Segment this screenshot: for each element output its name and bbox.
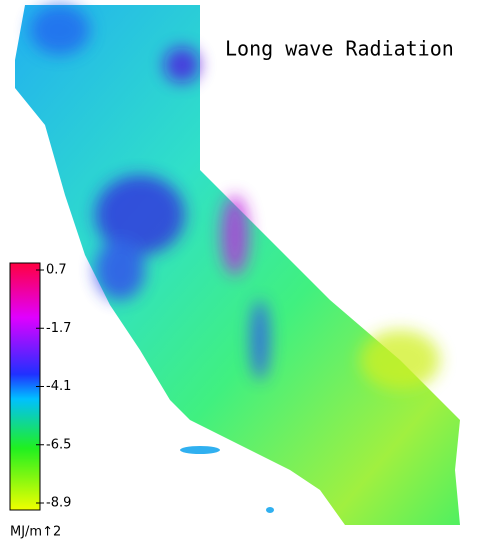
california-map bbox=[15, 5, 460, 525]
colorbar-tick-label: -4.1 bbox=[46, 379, 71, 394]
colorbar-tick-label: 0.7 bbox=[46, 263, 67, 278]
colorbar-tick-label: -1.7 bbox=[46, 321, 71, 336]
map-title: Long wave Radiation bbox=[225, 37, 454, 61]
colorbar-unit: MJ/m↑2 bbox=[10, 525, 61, 540]
colorbar-ticks: 0.7 -1.7 -4.1 -6.5 -8.9 bbox=[36, 263, 71, 511]
colorbar bbox=[9, 262, 41, 511]
colorbar-tick-label: -8.9 bbox=[46, 496, 71, 511]
colorbar-tick-label: -6.5 bbox=[46, 437, 71, 452]
